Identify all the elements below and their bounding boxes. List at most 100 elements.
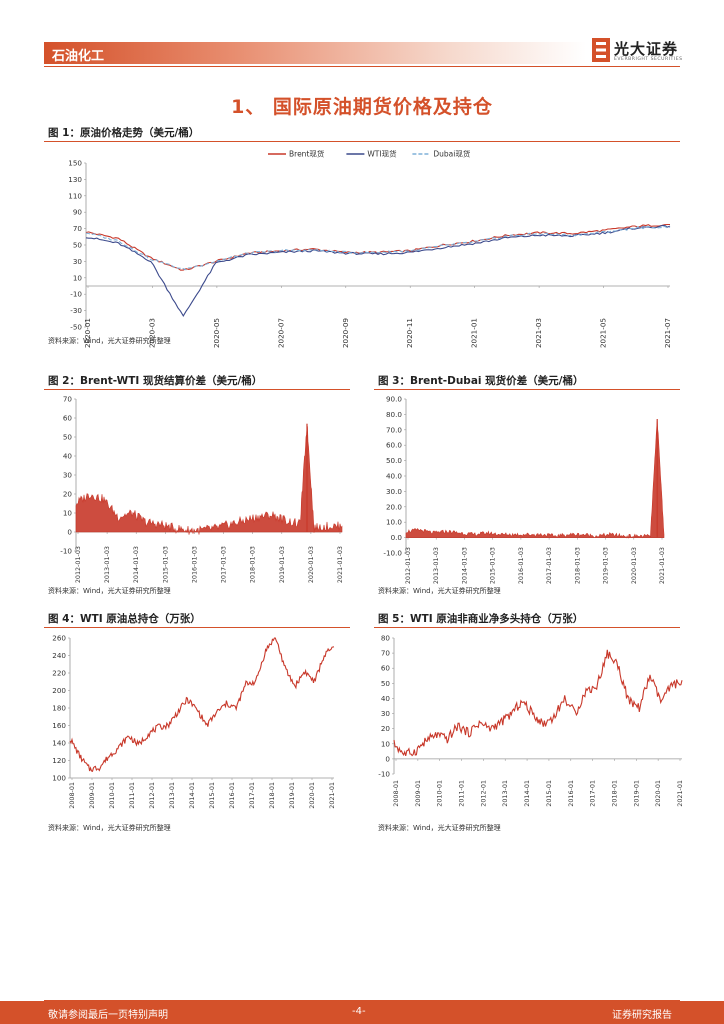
footer-report-type: 证券研究报告 [612, 1010, 672, 1021]
x-tick-label: 2008-01 [68, 782, 76, 809]
x-tick-label: 2019-01-03 [602, 547, 610, 584]
y-tick-label: 260 [52, 634, 66, 643]
figure-2-title: 图 2：Brent-WTI 现货结算价差（美元/桶） [48, 375, 263, 387]
y-tick-label: 0 [67, 528, 72, 537]
y-tick-label: 100 [52, 774, 66, 783]
x-tick-label: 2020-01-03 [307, 546, 315, 583]
x-tick-label: 2013-01-03 [103, 546, 111, 583]
series-line-wti- [393, 649, 683, 757]
y-tick-label: 20 [381, 724, 391, 733]
figure-1-source: 资料来源：Wind，光大证券研究所整理 [48, 337, 171, 345]
figure-4-rule [44, 627, 350, 628]
x-tick-label: 2009-01 [414, 780, 422, 807]
y-tick-label: 60 [381, 664, 391, 673]
y-tick-label: 50.0 [386, 456, 402, 465]
x-tick-label: 2021-01-03 [336, 546, 344, 583]
y-tick-label: 90 [73, 208, 83, 217]
x-tick-label: 2020-07 [276, 318, 285, 348]
y-tick-label: 40 [63, 452, 73, 461]
y-tick-label: 70.0 [386, 425, 402, 434]
series-area-brent-dubai [405, 420, 665, 539]
x-tick-label: 2018-01-03 [249, 546, 257, 583]
x-tick-label: 2020-01 [83, 318, 92, 348]
logo-text: 光大证券 [614, 40, 679, 58]
figure-3-rule [374, 389, 680, 390]
y-tick-label: 20 [63, 490, 73, 499]
series-area-brent-wti [75, 426, 343, 535]
figure-4-title: 图 4：WTI 原油总持仓（万张） [48, 613, 201, 625]
series-line-wti- [69, 637, 335, 773]
header-divider [44, 66, 680, 67]
figure-3-title: 图 3：Brent-Dubai 现货价差（美元/桶） [378, 375, 584, 387]
y-tick-label: 80.0 [386, 410, 402, 419]
x-tick-label: 2015-01 [208, 782, 216, 809]
y-tick-label: 40 [381, 694, 391, 703]
x-tick-label: 2020-11 [405, 318, 414, 348]
x-tick-label: 2015-01-03 [489, 547, 497, 584]
y-tick-label: 140 [52, 739, 66, 748]
x-tick-label: 2019-01 [632, 780, 640, 807]
figure-3-chart: 90.0 80.0 70.0 60.0 50.0 40.0 30.0 20.0 10.0 0.0 -… [383, 395, 666, 585]
y-tick-label: 30 [73, 257, 83, 266]
x-tick-label: 2011-01 [128, 782, 136, 809]
y-tick-label: 70 [63, 395, 73, 404]
x-tick-label: 2021-01 [676, 780, 684, 807]
x-tick-label: 2012-01 [148, 782, 156, 809]
section-title: 1、 国际原油期货价格及持仓 [231, 96, 493, 118]
x-tick-label: 2020-01-03 [630, 547, 638, 584]
y-tick-label: 160 [52, 721, 66, 730]
figure-2-chart: 70 60 50 40 30 20 10 0 -10 2012-01-03 2013-01-03 20… [60, 395, 344, 584]
x-tick-label: 2014-01-03 [460, 547, 468, 584]
logo-icon [592, 38, 610, 62]
x-tick-label: 2019-01 [288, 782, 296, 809]
x-tick-label: 2017-01-03 [220, 546, 228, 583]
figure-2-rule [44, 389, 350, 390]
x-tick-label: 2021-01 [470, 318, 479, 348]
y-tick-label: -10 [70, 290, 82, 299]
y-tick-label: -30 [70, 306, 82, 315]
y-tick-label: 180 [52, 704, 66, 713]
x-tick-label: 2013-01 [168, 782, 176, 809]
y-tick-label: 40.0 [386, 472, 402, 481]
figure-1-title: 图 1：原油价格走势（美元/桶） [48, 127, 200, 139]
x-tick-label: 2009-01 [88, 782, 96, 809]
figure-5-title: 图 5：WTI 原油非商业净多头持仓（万张） [378, 613, 584, 625]
x-tick-label: 2020-05 [212, 318, 221, 348]
x-tick-label: 2020-09 [341, 318, 350, 348]
figure-5-rule [374, 627, 680, 628]
x-tick-label: 2013-01-03 [432, 547, 440, 584]
y-tick-label: -50 [70, 323, 82, 332]
y-tick-label: 50 [73, 241, 83, 250]
y-tick-label: 200 [52, 686, 66, 695]
figure-2-source: 资料来源：Wind，光大证券研究所整理 [48, 587, 171, 595]
x-tick-label: 2021-03 [534, 318, 543, 348]
y-tick-label: -10 [378, 770, 390, 779]
y-tick-label: 20.0 [386, 502, 402, 511]
y-tick-label: 0 [385, 754, 390, 763]
y-tick-label: 130 [68, 175, 82, 184]
x-tick-label: 2020-03 [147, 318, 156, 348]
y-tick-label: 10 [63, 509, 73, 518]
x-tick-label: 2018-01 [268, 782, 276, 809]
y-tick-label: 120 [52, 756, 66, 765]
x-tick-label: 2010-01 [436, 780, 444, 807]
x-tick-label: 2020-01 [308, 782, 316, 809]
series-line-dubai- [85, 225, 671, 271]
x-tick-label: 2021-05 [599, 318, 608, 348]
x-tick-label: 2021-01 [328, 782, 336, 809]
x-tick-label: 2020-01 [654, 780, 662, 807]
y-tick-label: 10 [73, 273, 83, 282]
y-tick-label: 60.0 [386, 441, 402, 450]
x-tick-label: 2021-01-03 [658, 547, 666, 584]
figure-4-source: 资料来源：Wind，光大证券研究所整理 [48, 824, 171, 832]
x-tick-label: 2013-01 [501, 780, 509, 807]
y-tick-label: 110 [68, 191, 82, 200]
y-tick-label: 30 [63, 471, 73, 480]
y-tick-label: 70 [73, 224, 83, 233]
x-tick-label: 2014-01-03 [132, 546, 140, 583]
y-tick-label: -10.0 [383, 549, 402, 558]
page-number: -4- [352, 1006, 366, 1017]
y-tick-label: 50 [381, 679, 391, 688]
